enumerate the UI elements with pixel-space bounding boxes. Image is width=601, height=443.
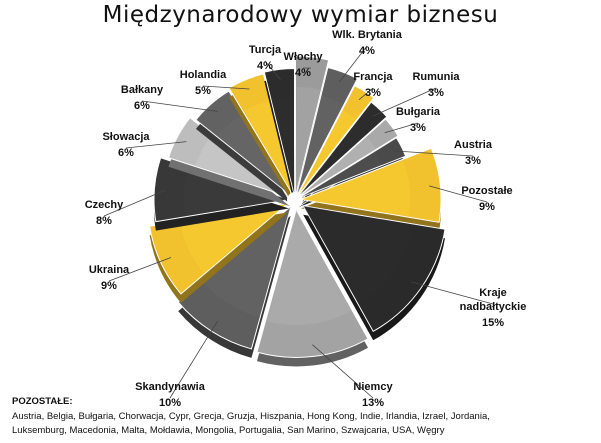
leader-line xyxy=(384,122,419,134)
pie-slice xyxy=(263,68,296,206)
pie-slice-top xyxy=(302,205,446,332)
slice-value: 3% xyxy=(428,87,444,99)
leader-line xyxy=(393,150,474,157)
pie-slice-highlight xyxy=(217,114,292,197)
slice-label: Bułgaria xyxy=(396,106,441,118)
footer-country-list: Austria, Belgia, Bułgaria, Chorwacja, Cy… xyxy=(12,410,597,438)
slice-label: Pozostałe xyxy=(461,185,512,197)
leader-line xyxy=(103,189,166,217)
labels-layer: Włochy 4% Wlk. Brytania 4% Francja 3% Rumunia 3… xyxy=(85,29,527,409)
pie-slice-top xyxy=(294,55,330,197)
pie-slice-highlight xyxy=(295,86,321,197)
pie-slice xyxy=(177,205,292,358)
slice-label: Francja xyxy=(353,71,393,83)
pie-slice-top xyxy=(153,157,290,223)
slice-value: 13% xyxy=(362,397,384,409)
leader-line xyxy=(202,85,250,90)
slices-layer xyxy=(149,55,446,367)
slice-value: 4% xyxy=(359,45,375,57)
slice-value: 15% xyxy=(482,317,504,329)
pie-slice-top xyxy=(256,208,369,358)
slice-label: Austria xyxy=(454,139,493,151)
slice-value: 8% xyxy=(96,215,112,227)
slice-value: 3% xyxy=(365,87,381,99)
slice-label: nadbałtyckie xyxy=(460,301,527,313)
pie-slice-highlight xyxy=(298,136,376,198)
leader-line xyxy=(372,87,437,117)
pie-slice-highlight xyxy=(303,205,414,304)
pie-slice-top xyxy=(149,202,290,295)
pie-slice-highlight xyxy=(297,123,367,198)
pie-slice-highlight xyxy=(203,206,291,318)
slice-value: 3% xyxy=(410,122,426,134)
slice-label: Turcja xyxy=(249,44,282,56)
pie-slice-top xyxy=(297,101,388,198)
pie-slice-highlight xyxy=(266,209,352,325)
slice-label: Holandia xyxy=(180,69,227,81)
slice-value: 4% xyxy=(295,67,311,79)
pie-slice-highlight xyxy=(298,151,382,199)
pie-slice xyxy=(195,90,293,206)
slice-value: 6% xyxy=(134,100,150,112)
leader-line xyxy=(141,100,218,112)
leader-line xyxy=(264,60,281,80)
pie-hub xyxy=(287,192,303,208)
leader-line xyxy=(428,185,488,203)
slice-label: Bałkany xyxy=(121,84,164,96)
pie-slice xyxy=(228,73,294,205)
pie-slice xyxy=(302,205,446,341)
slice-value: 5% xyxy=(195,85,211,97)
slice-label: Rumunia xyxy=(412,71,460,83)
footer-note: POZOSTAŁE: Austria, Belgia, Bułgaria, Ch… xyxy=(12,396,597,438)
pie-slice-top xyxy=(263,68,296,197)
leader-line xyxy=(411,281,494,305)
slice-label: Skandynawia xyxy=(135,381,206,393)
leader-line xyxy=(169,320,218,399)
slice-label: Wlk. Brytania xyxy=(332,29,403,41)
footer-line: Luksemburg, Macedonia, Malta, Mołdawia, … xyxy=(12,425,445,436)
slice-label: Włochy xyxy=(283,51,323,63)
slice-label: Kraje xyxy=(479,287,507,299)
pie-slice-highlight xyxy=(300,160,411,217)
slice-label: Niemcy xyxy=(353,381,393,393)
slice-value: 4% xyxy=(257,60,273,72)
pie-slice xyxy=(149,202,290,303)
leader-line xyxy=(108,257,172,282)
leader-line xyxy=(312,344,374,399)
slice-label: Słowacja xyxy=(102,131,150,143)
pie-slice-highlight xyxy=(296,96,344,197)
pie-slice-highlight xyxy=(271,96,295,197)
pie-slice xyxy=(256,208,369,367)
pie-slice-top xyxy=(295,66,359,197)
pie-slice-top xyxy=(195,90,293,197)
leader-line xyxy=(358,87,374,101)
slice-label: Czechy xyxy=(85,199,124,211)
slice-value: 6% xyxy=(118,147,134,159)
pie-slice-highlight xyxy=(297,110,357,197)
leader-line xyxy=(125,141,187,149)
footer-heading: POZOSTAŁE: xyxy=(12,396,73,407)
pie-slice-top xyxy=(297,118,399,199)
pie-slice-top xyxy=(299,147,442,223)
pie-slice-top xyxy=(296,85,375,197)
slice-value: 3% xyxy=(465,155,481,167)
chart-title: Międzynarodowy wymiar biznesu xyxy=(102,2,499,28)
footer-line: Austria, Belgia, Bułgaria, Chorwacja, Cy… xyxy=(12,411,490,422)
slice-value: 9% xyxy=(101,280,117,292)
pie-slice-highlight xyxy=(243,100,294,196)
slice-label: Ukraina xyxy=(89,264,130,276)
leader-line xyxy=(338,45,368,83)
pie-slice-top xyxy=(298,137,407,199)
slice-value: 10% xyxy=(159,397,181,409)
slice-value: 9% xyxy=(479,201,495,213)
